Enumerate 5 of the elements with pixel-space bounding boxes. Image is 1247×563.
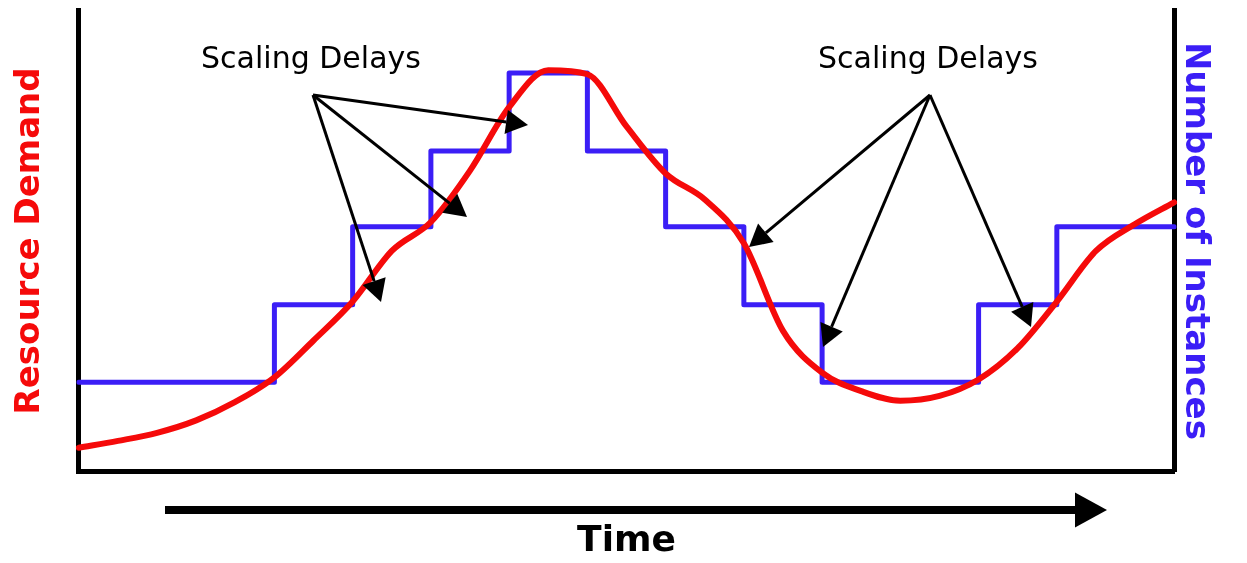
y2-axis-title: Number of Instances — [1177, 41, 1218, 440]
x-axis-title: Time — [577, 517, 676, 559]
annotation: Scaling Delays — [201, 40, 421, 75]
annotation: Scaling Delays — [818, 40, 1038, 75]
y-axis-title: Resource Demand — [7, 67, 48, 415]
